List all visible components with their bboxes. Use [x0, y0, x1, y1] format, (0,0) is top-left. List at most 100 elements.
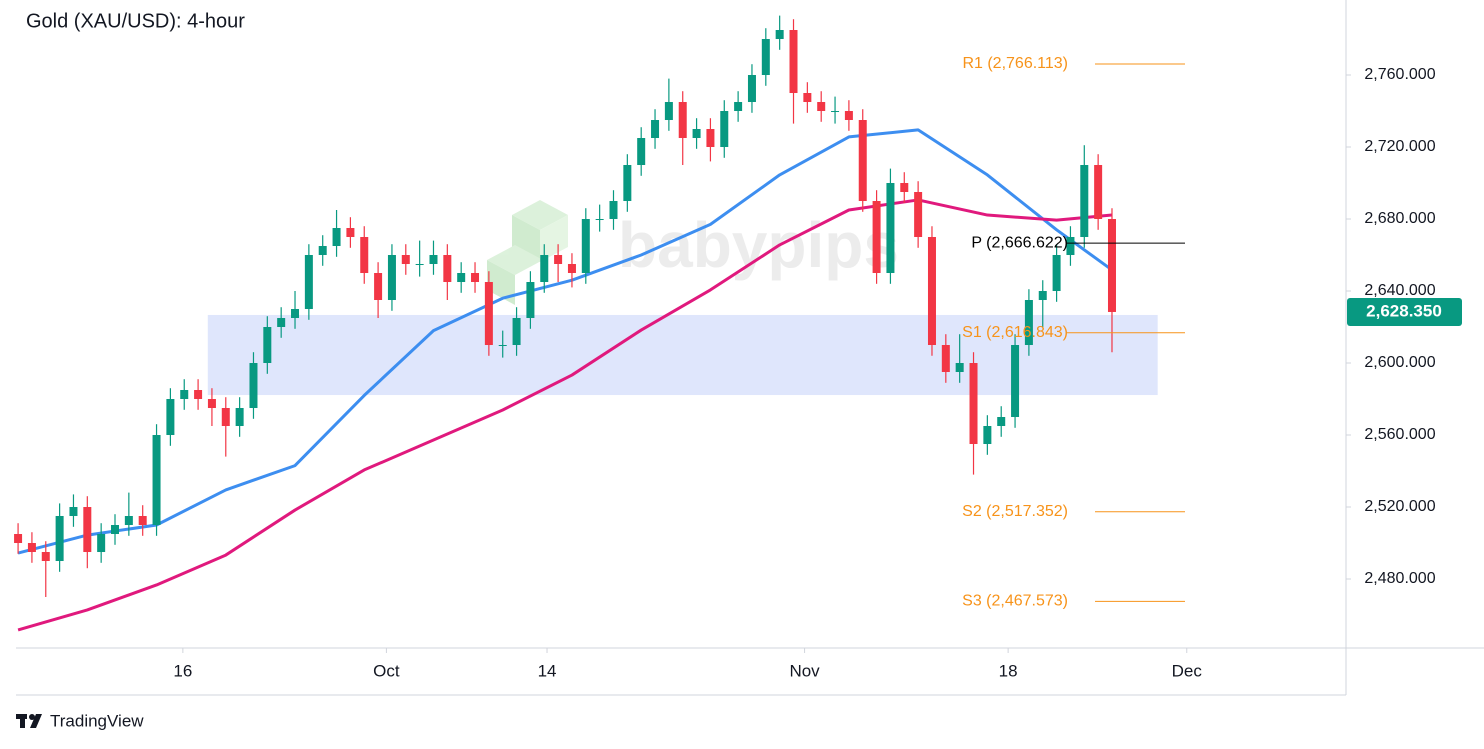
candle-body	[706, 129, 715, 148]
candle-body	[291, 309, 300, 319]
candle-body	[180, 390, 189, 400]
candle-body	[1107, 219, 1116, 312]
candle-body	[484, 282, 493, 346]
candle-body	[401, 255, 410, 265]
candle-body	[1011, 345, 1020, 418]
pivot-label: S3 (2,467.573)	[962, 593, 1068, 610]
candle-body	[858, 120, 867, 202]
y-tick-label: 2,720.000	[1364, 138, 1435, 155]
candle-body	[623, 165, 632, 202]
candle-body	[789, 30, 798, 94]
candle-body	[221, 408, 230, 427]
candle-body	[1094, 165, 1103, 220]
candle-body	[775, 30, 784, 40]
candle-body	[997, 417, 1006, 427]
candle-body	[429, 255, 438, 265]
candle-body	[734, 102, 743, 112]
candle-body	[720, 111, 729, 148]
brand-logo	[16, 714, 42, 728]
candle-body	[498, 345, 507, 347]
moving-average	[17, 198, 1113, 632]
candle-body	[457, 273, 466, 283]
candle-body	[1038, 291, 1047, 301]
candle-body	[512, 318, 521, 346]
x-tick-label: Oct	[373, 661, 400, 680]
y-tick-label: 2,600.000	[1364, 354, 1435, 371]
x-tick-label: 16	[173, 661, 192, 680]
candle-body	[346, 228, 355, 238]
candle-body	[14, 534, 23, 544]
candle-body	[1066, 237, 1075, 256]
candle-body	[97, 534, 106, 553]
watermark: babypips	[618, 209, 899, 281]
y-tick-label: 2,680.000	[1364, 210, 1435, 227]
candle-body	[609, 201, 618, 220]
y-tick-label: 2,480.000	[1364, 570, 1435, 587]
candle-body	[1052, 255, 1061, 292]
candle-body	[471, 273, 480, 283]
candle-body	[194, 390, 203, 400]
candle-body	[914, 192, 923, 238]
candle-body	[651, 120, 660, 139]
candle-body	[166, 399, 175, 436]
candle-body	[526, 282, 535, 319]
y-tick-label: 2,760.000	[1364, 66, 1435, 83]
y-tick-label: 2,640.000	[1364, 282, 1435, 299]
x-tick-label: 14	[538, 661, 557, 680]
candle-body	[941, 345, 950, 373]
candle-body	[664, 102, 673, 121]
candle-body	[111, 525, 120, 535]
candle-body	[1080, 165, 1089, 238]
candle-body	[27, 543, 36, 553]
candle-body	[581, 219, 590, 274]
candle-body	[124, 516, 133, 526]
candle-body	[415, 264, 424, 266]
candle-body	[831, 111, 840, 113]
pivot-label: R1 (2,766.113)	[962, 55, 1068, 72]
candle-body	[554, 255, 563, 265]
candle-body	[138, 516, 147, 526]
y-tick-label: 2,520.000	[1364, 498, 1435, 515]
candle-body	[41, 552, 50, 562]
candle-body	[152, 435, 161, 526]
candle-body	[443, 255, 452, 283]
candle-body	[332, 228, 341, 247]
candle-body	[872, 201, 881, 274]
candle-body	[55, 516, 64, 562]
candle-body	[900, 183, 909, 193]
candle-body	[540, 255, 549, 283]
candle-body	[637, 138, 646, 166]
y-tick-label: 2,560.000	[1364, 426, 1435, 443]
candle-body	[955, 363, 964, 373]
candle-body	[235, 408, 244, 427]
candle-body	[263, 327, 272, 364]
x-tick-label: Dec	[1172, 661, 1203, 680]
candle-body	[803, 93, 812, 103]
candle-body	[886, 183, 895, 274]
last-price-label: 2,628.350	[1366, 301, 1442, 320]
candle-body	[595, 219, 604, 221]
candle-body	[304, 255, 313, 310]
candle-body	[207, 399, 216, 409]
plot-area: R1 (2,766.113) P (2,666.622) S1 (2,616.843…	[14, 15, 1185, 632]
candle-body	[277, 318, 286, 328]
candle-body	[927, 237, 936, 346]
candle-body	[678, 102, 687, 139]
pivot-label: S2 (2,517.352)	[962, 503, 1068, 520]
candle-body	[747, 75, 756, 103]
watermark-logo	[487, 200, 568, 305]
chart-title: Gold (XAU/USD): 4-hour	[26, 10, 245, 32]
candle-body	[360, 237, 369, 274]
candle-body	[567, 264, 576, 274]
candle-body	[969, 363, 978, 445]
candle-body	[374, 273, 383, 301]
candle-body	[249, 363, 258, 409]
candle-body	[761, 39, 770, 76]
pivot-label: S1 (2,616.843)	[962, 324, 1068, 341]
candle-body	[1024, 300, 1033, 346]
candle-body	[817, 102, 826, 112]
pivot-label: P (2,666.622)	[971, 234, 1068, 251]
candle-body	[69, 507, 78, 517]
candle-body	[983, 426, 992, 445]
